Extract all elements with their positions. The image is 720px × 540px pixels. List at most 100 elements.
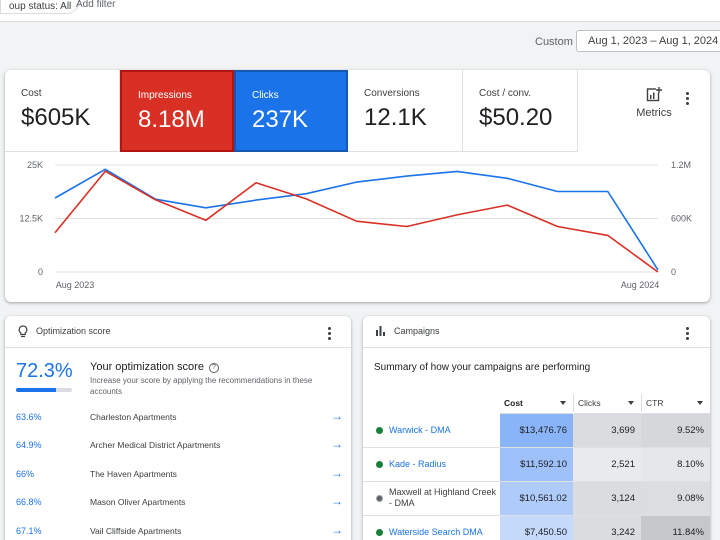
sort-caret-icon (560, 401, 566, 405)
metric-label: Conversions (364, 88, 420, 99)
account-row[interactable]: 64.9% Archer Medical District Apartments… (5, 437, 351, 468)
cell-ctr: 9.52% (641, 414, 710, 447)
optimization-heading: Your optimization score? (90, 361, 219, 373)
right-axis: 1.2M 600K 0 (671, 160, 692, 277)
metric-cost-per-conversion[interactable]: Cost / conv. $50.20 (463, 70, 578, 152)
series-line-clicks (54, 168, 659, 271)
left-axis: 25K 12.5K 0 (19, 160, 43, 277)
dropdown-caret-icon (628, 401, 634, 405)
more-vert-icon[interactable] (680, 90, 694, 106)
table-row[interactable]: Warwick - DMA $13,476.76 3,699 9.52% (363, 414, 710, 448)
metric-label: Cost / conv. (479, 88, 532, 99)
metric-value: 8.18M (138, 106, 205, 133)
account-score: 66.8% (16, 497, 42, 507)
arrow-right-icon[interactable]: → (331, 409, 343, 423)
card-title: Optimization score (36, 326, 111, 336)
account-score: 64.9% (16, 440, 42, 450)
metrics-button-label: Metrics (636, 107, 672, 119)
optimization-score-card: Optimization score 72.3% Your optimizati… (5, 316, 351, 540)
status-enabled-icon (376, 461, 383, 468)
cell-cost: $11,592.10 (500, 448, 573, 481)
campaigns-subtitle: Summary of how your campaigns are perfor… (374, 362, 591, 373)
campaign-name-link[interactable]: Maxwell at Highland Creek - DMA (389, 487, 497, 508)
arrow-right-icon[interactable]: → (331, 523, 343, 537)
metric-cost[interactable]: Cost $605K (5, 70, 120, 152)
column-header-clicks[interactable]: Clicks (574, 392, 641, 414)
cell-ctr: 11.84% (641, 516, 710, 540)
card-header: Campaigns (363, 316, 710, 348)
right-axis-tick-label: 600K (671, 214, 692, 224)
optimization-score-value: 72.3% (16, 360, 73, 382)
account-name: The Haven Apartments (90, 469, 177, 479)
help-icon[interactable]: ? (208, 363, 219, 373)
x-axis-tick-label: Aug 2023 (56, 280, 95, 290)
metric-value: $605K (21, 104, 91, 131)
x-axis: Aug 2023 Aug 2024 (56, 280, 660, 290)
date-range-picker[interactable]: Aug 1, 2023 – Aug 1, 2024 (576, 30, 720, 52)
account-name: Vail Cliffside Apartments (90, 526, 182, 536)
metric-conversions[interactable]: Conversions 12.1K (348, 70, 463, 152)
cell-cost: $10,561.02 (500, 482, 573, 515)
lightbulb-icon (18, 325, 28, 338)
more-vert-icon[interactable] (680, 325, 694, 341)
account-row[interactable]: 67.1% Vail Cliffside Apartments → (5, 523, 351, 540)
metric-value: 237K (252, 106, 309, 133)
account-row[interactable]: 63.6% Charleston Apartments → (5, 409, 351, 440)
campaign-name-link[interactable]: Waterside Search DMA (389, 527, 483, 537)
account-row[interactable]: 66% The Haven Apartments → (5, 466, 351, 497)
bar-chart-icon (376, 326, 385, 336)
arrow-right-icon[interactable]: → (331, 437, 343, 451)
cell-cost: $7,450.50 (500, 516, 573, 540)
campaign-name-link[interactable]: Kade - Radius (389, 459, 447, 469)
arrow-right-icon[interactable]: → (331, 466, 343, 480)
cell-ctr: 9.08% (641, 482, 710, 515)
more-vert-icon[interactable] (322, 325, 336, 341)
column-header-ctr[interactable]: CTR (642, 392, 710, 414)
date-preset-label: Custom (535, 36, 573, 48)
account-name: Charleston Apartments (90, 412, 177, 422)
campaign-name-link[interactable]: Warwick - DMA (389, 425, 451, 435)
account-name: Archer Medical District Apartments (90, 440, 221, 450)
filter-bar: oup status: All Add filter (0, 0, 720, 22)
status-icon (376, 495, 383, 502)
table-row[interactable]: Kade - Radius $11,592.10 2,521 8.10% (363, 448, 710, 482)
right-axis-tick-label: 0 (671, 267, 676, 277)
card-title: Campaigns (394, 326, 440, 336)
cell-clicks: 3,699 (573, 414, 641, 447)
chart-plus-icon (646, 87, 662, 102)
performance-overview-card: Cost $605K Impressions 8.18M Clicks 237K… (5, 70, 710, 302)
left-axis-tick-label: 25K (27, 160, 43, 170)
card-header: Optimization score (5, 316, 351, 348)
metrics-button[interactable]: Metrics (631, 86, 677, 119)
arrow-right-icon[interactable]: → (331, 494, 343, 508)
account-row[interactable]: 66.8% Mason Oliver Apartments → (5, 494, 351, 525)
account-score: 66% (16, 469, 35, 479)
right-axis-tick-label: 1.2M (671, 160, 691, 170)
performance-chart: 25K 12.5K 0 1.2M 600K 0 Aug 2023 Aug 2024 (19, 160, 692, 290)
metric-clicks[interactable]: Clicks 237K (234, 70, 348, 152)
account-score: 63.6% (16, 412, 42, 422)
group-status-filter[interactable]: oup status: All (0, 0, 81, 14)
metric-value: $50.20 (479, 104, 553, 131)
series-line-impressions (54, 170, 659, 273)
chart-series (54, 168, 659, 273)
dropdown-caret-icon (697, 401, 703, 405)
left-axis-tick-label: 0 (38, 267, 43, 277)
cell-cost: $13,476.76 (500, 414, 573, 447)
table-row[interactable]: Maxwell at Highland Creek - DMA $10,561.… (363, 482, 710, 516)
cell-clicks: 3,124 (573, 482, 641, 515)
column-header-cost[interactable]: Cost (500, 392, 573, 414)
campaigns-card: Campaigns Summary of how your campaigns … (363, 316, 710, 540)
cell-ctr: 8.10% (641, 448, 710, 481)
cell-clicks: 2,521 (573, 448, 641, 481)
add-filter-button[interactable]: Add filter (76, 0, 116, 10)
optimization-score-bar (16, 388, 72, 392)
optimization-description: Increase your score by applying the reco… (90, 376, 313, 396)
account-score: 67.1% (16, 526, 42, 536)
table-row[interactable]: Waterside Search DMA $7,450.50 3,242 11.… (363, 516, 710, 540)
metric-impressions[interactable]: Impressions 8.18M (120, 70, 234, 152)
status-enabled-icon (376, 427, 383, 434)
status-enabled-icon (376, 529, 383, 536)
cell-clicks: 3,242 (573, 516, 641, 540)
account-name: Mason Oliver Apartments (90, 497, 186, 507)
